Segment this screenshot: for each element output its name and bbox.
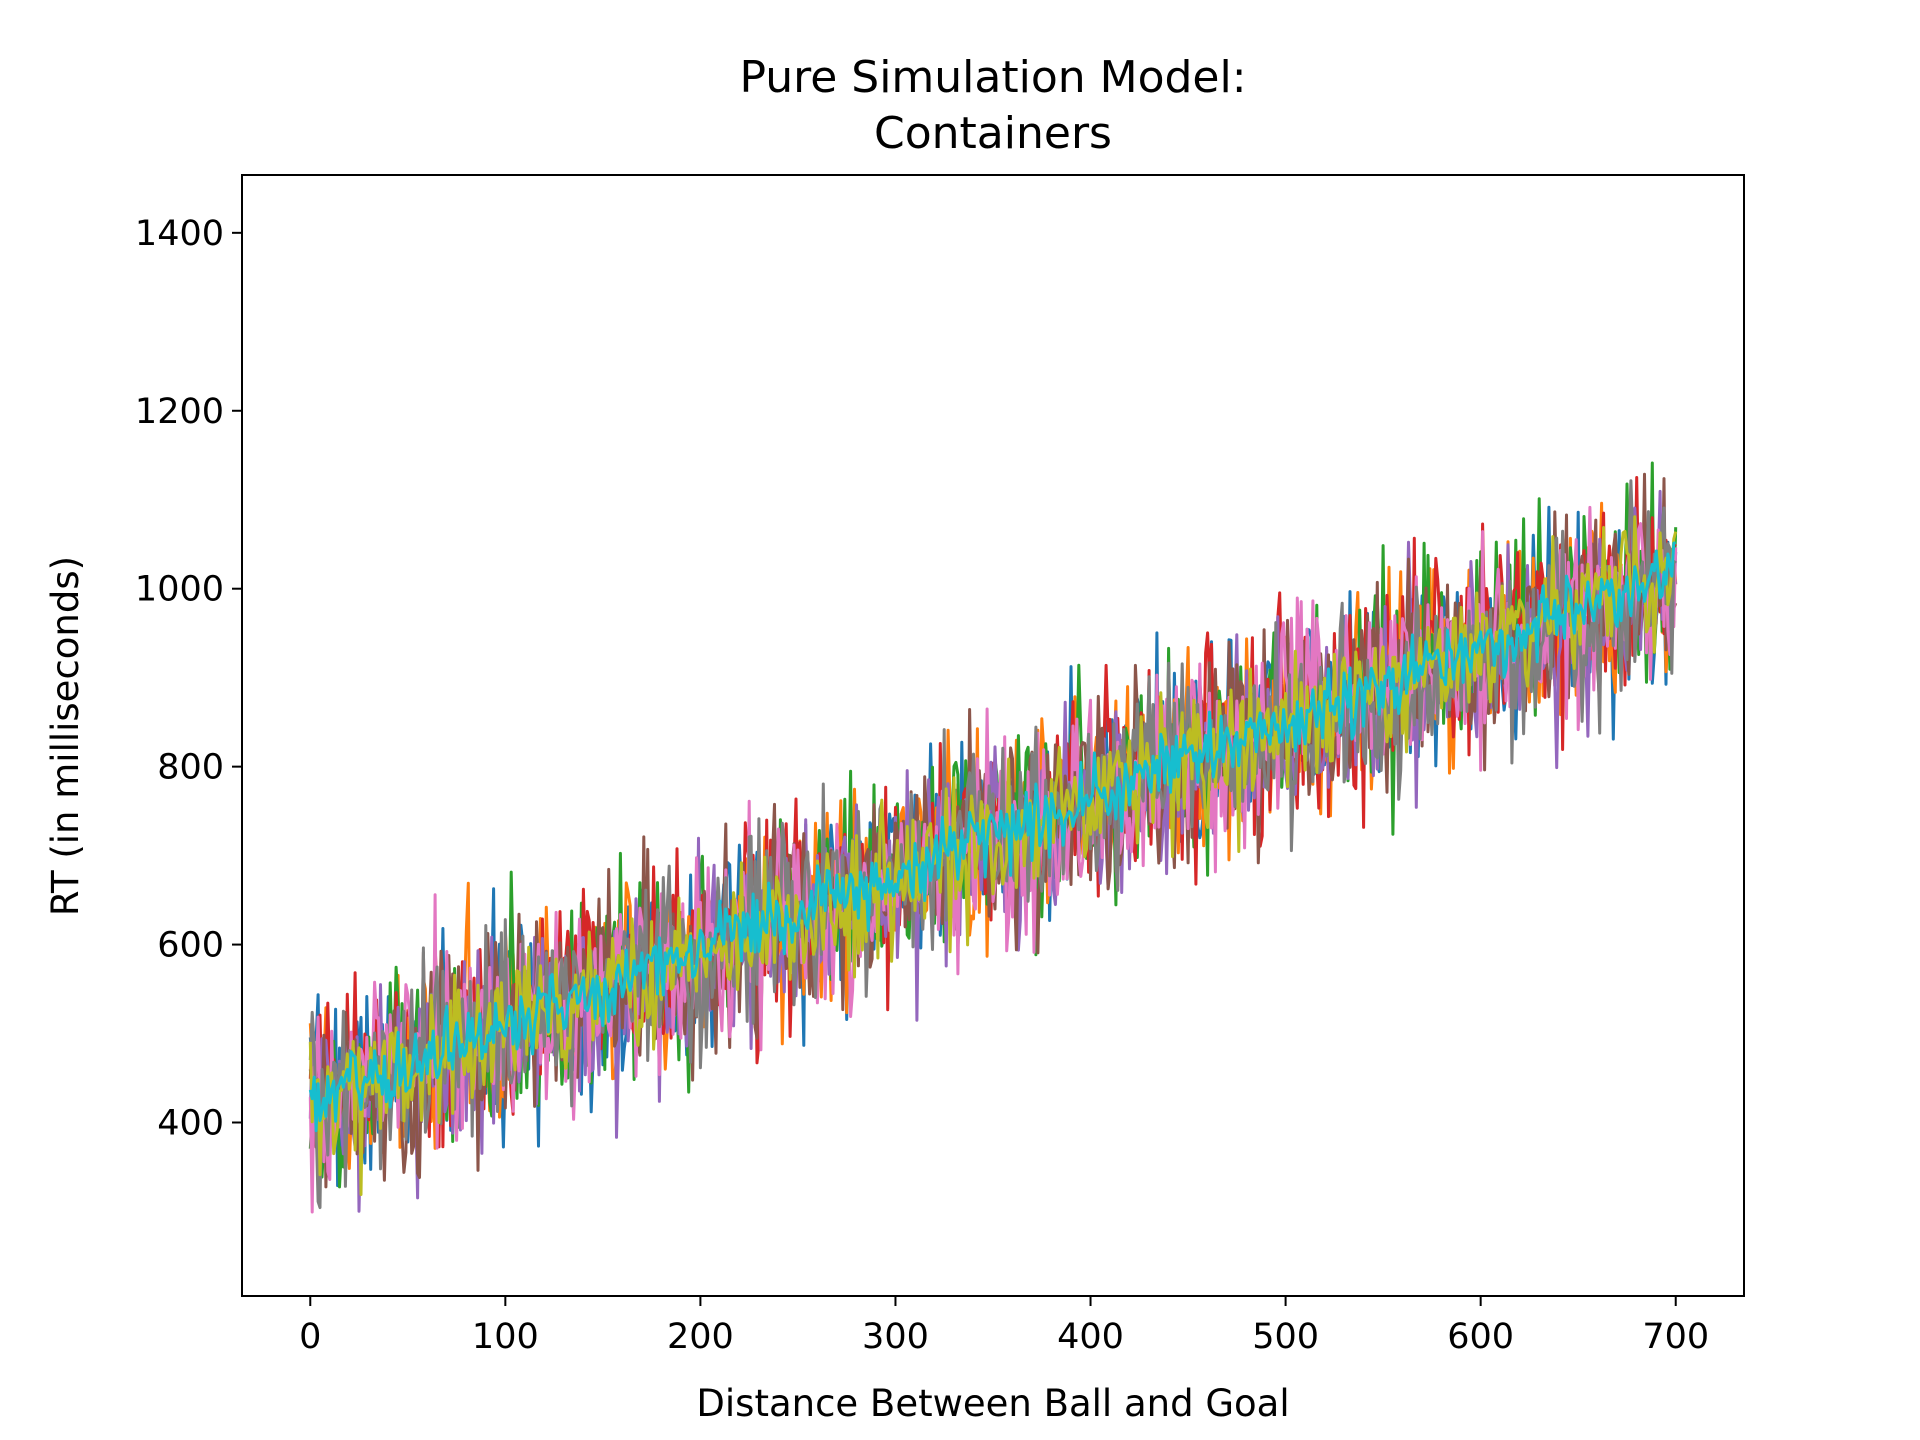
series-layer [308, 461, 1678, 1214]
y-axis-label: RT (in milliseconds) [44, 556, 87, 916]
x-tick-label: 100 [472, 1317, 539, 1357]
y-tick-label: 400 [157, 1104, 224, 1144]
y-tick-label: 800 [157, 748, 224, 788]
plot-frame [241, 174, 1745, 1297]
y-tick-label: 600 [157, 926, 224, 966]
series-line-9 [308, 515, 1678, 1196]
x-axis-label: Distance Between Ball and Goal [696, 1382, 1289, 1425]
x-tick-label: 700 [1642, 1317, 1709, 1357]
x-tick-label: 200 [667, 1317, 734, 1357]
x-tick-label: 500 [1252, 1317, 1319, 1357]
y-tick-label: 1200 [135, 392, 224, 432]
x-tick-label: 0 [299, 1317, 321, 1357]
x-tick-label: 300 [862, 1317, 929, 1357]
chart-title-line-2: Containers [874, 108, 1112, 159]
chart-title-line-1: Pure Simulation Model: [739, 52, 1246, 103]
series-line-10 [308, 541, 1676, 1133]
y-tick-label: 1400 [135, 214, 224, 254]
x-tick-label: 600 [1447, 1317, 1514, 1357]
x-axis-ticks: 0 100 200 300 400 500 600 700 [299, 1296, 1709, 1357]
y-axis-ticks: 400 600 800 1000 1200 1400 [135, 214, 242, 1144]
x-tick-label: 400 [1057, 1317, 1124, 1357]
y-tick-label: 1000 [135, 570, 224, 610]
